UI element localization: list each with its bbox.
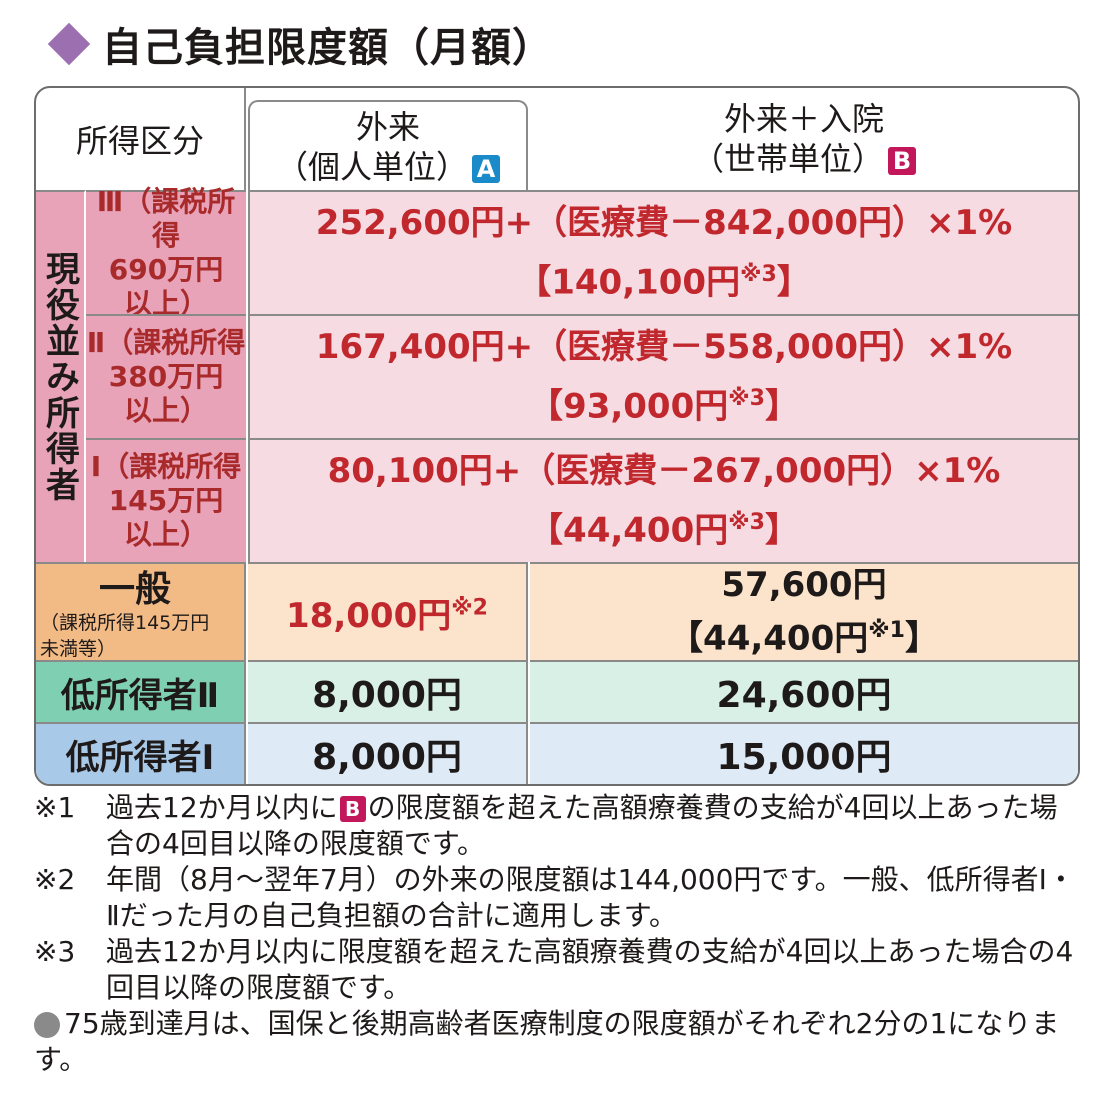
row-1-sub-line2: 145万円: [108, 484, 224, 517]
footnote-2-text: 年間（8月～翌年7月）の外来の限度額は144,000円です。一般、低所得者Ⅰ・Ⅱ…: [106, 863, 1075, 932]
row-2-note-mark: ※3: [728, 386, 765, 412]
row-3-sublabel: Ⅲ（課税所得 690万円 以上）: [86, 185, 246, 320]
ippan-label-cell: 一般 （課税所得145万円 未満等）: [36, 562, 246, 660]
page-title-text: 自己負担限度額（月額）: [102, 25, 553, 71]
diamond-bullet-icon: [47, 22, 91, 66]
badge-b-icon: B: [888, 147, 916, 175]
footnote-1-pre: 過去12か月以内に: [106, 791, 338, 824]
footnote-3-mark: ※3: [34, 935, 76, 968]
row-2-formula: 167,400円+（医療費－558,000円）×1%: [315, 327, 1013, 368]
bullet-dot-icon: [34, 1012, 60, 1038]
header-b-line2-wrap: （世帯単位） B: [692, 139, 916, 179]
row-2-bracket: 【93,000円※3】: [529, 373, 799, 432]
row-2-bracket-end: 】: [764, 386, 799, 427]
row-3-sub-line2: 690万円: [108, 253, 224, 286]
ippan-a-value: 18,000円: [286, 595, 452, 636]
row-3-value: 252,600円+（医療費－842,000円）×1% 【140,100円※3】: [248, 190, 1078, 314]
header-outpatient-individual: 外来 （個人単位） A: [248, 100, 528, 192]
row-3-bracket: 【140,100円※3】: [517, 249, 811, 308]
row-2-sublabel: Ⅱ（課税所得 380万円 以上）: [86, 314, 246, 438]
ippan-label: 一般: [98, 569, 171, 610]
row-1-bracket-end: 】: [764, 510, 799, 551]
header-a-line1: 外来: [355, 108, 420, 146]
footnote-3-text: 過去12か月以内に限度額を超えた高額療養費の支給が4回以上あった場合の4回目以降…: [106, 935, 1074, 1004]
row-2-sub-line2: 380万円: [108, 360, 224, 393]
row-1-note-mark: ※3: [728, 510, 765, 536]
badge-a-icon: A: [472, 155, 500, 183]
low-income-2-label: 低所得者Ⅱ: [36, 660, 246, 722]
row-3-bracket-value: 【140,100円: [517, 262, 741, 303]
low-income-1-household: 15,000円: [530, 722, 1078, 784]
row-2-bracket-value: 【93,000円: [529, 386, 729, 427]
row-1-sublabel: Ⅰ（課税所得 145万円 以上）: [86, 438, 246, 562]
copay-limit-table: 所得区分 外来 （個人単位） A 外来＋入院 （世帯単位） B 現役並み所得者 Ⅲ（…: [34, 86, 1080, 786]
row-3-sub-line1: Ⅲ（課税所得: [96, 185, 236, 252]
bullet-note: 75歳到達月は、国保と後期高齢者医療制度の限度額がそれぞれ2分の1になります。: [34, 1006, 1080, 1078]
ippan-b-bracket-value: 【44,400円: [669, 618, 869, 659]
row-1-formula: 80,100円+（医療費－267,000円）×1%: [327, 451, 1001, 492]
header-a-line2-wrap: （個人単位） A: [276, 147, 500, 187]
row-2-sub-line3: 以上）: [123, 394, 208, 427]
low-income-2-household: 24,600円: [530, 660, 1078, 722]
footnote-2: ※2 年間（8月～翌年7月）の外来の限度額は144,000円です。一般、低所得者…: [34, 862, 1080, 934]
ippan-b-bracket: 【44,400円※1】: [669, 608, 939, 661]
ippan-a-note: ※2: [451, 595, 488, 621]
ippan-b-bracket-end: 】: [904, 618, 939, 659]
ippan-a-wrap: 18,000円※2: [286, 588, 488, 637]
ippan-outpatient-value: 18,000円※2: [248, 562, 528, 660]
low-income-1-label: 低所得者Ⅰ: [36, 722, 246, 784]
footnote-1-post: の限度額を超えた高額療養費の支給が4回以上あった場合の4回目以降の限度額です。: [106, 791, 1058, 860]
ippan-household-value: 57,600円 【44,400円※1】: [530, 562, 1078, 660]
header-income-class: 所得区分: [36, 88, 246, 190]
genyaku-label: 現役並み所得者: [36, 190, 86, 562]
row-1-bracket-value: 【44,400円: [529, 510, 729, 551]
row-3-formula: 252,600円+（医療費－842,000円）×1%: [315, 203, 1013, 244]
row-3-bracket-end: 】: [776, 262, 811, 303]
footnote-2-mark: ※2: [34, 863, 76, 896]
header-outpatient-inpatient-household: 外来＋入院 （世帯単位） B: [530, 88, 1078, 190]
bullet-note-body: 75歳到達月は、国保と後期高齢者医療制度の限度額がそれぞれ2分の1になります。: [34, 1007, 1060, 1076]
bullet-note-text: 75歳到達月は、国保と後期高齢者医療制度の限度額がそれぞれ2分の1になります。: [34, 1006, 1080, 1078]
low-income-1-outpatient: 8,000円: [248, 722, 528, 784]
row-2-sub-line1: Ⅱ（課税所得: [86, 326, 246, 359]
row-1-value: 80,100円+（医療費－267,000円）×1% 【44,400円※3】: [248, 438, 1078, 562]
ippan-b-value: 57,600円: [721, 565, 887, 606]
row-1-sub-line1: Ⅰ（課税所得: [90, 450, 242, 483]
footnote-1-text: 過去12か月以内に B の限度額を超えた高額療養費の支給が4回以上あった場合の4回目…: [106, 790, 1080, 862]
ippan-b-note: ※1: [868, 618, 905, 644]
badge-b-icon-inline: B: [339, 796, 366, 822]
ippan-sublabel-2: 未満等）: [40, 638, 117, 660]
footnote-1: ※1 過去12か月以内に B の限度額を超えた高額療養費の支給が4回以上あった場合の…: [34, 790, 1080, 862]
header-a-line2: （個人単位）: [275, 148, 468, 186]
ippan-sublabel-1: （課税所得145万円: [40, 612, 210, 634]
footnote-1-mark: ※1: [34, 791, 76, 824]
row-1-bracket: 【44,400円※3】: [529, 497, 799, 556]
header-b-line2: （世帯単位）: [691, 140, 884, 178]
row-2-value: 167,400円+（医療費－558,000円）×1% 【93,000円※3】: [248, 314, 1078, 438]
row-3-note-mark: ※3: [740, 262, 777, 288]
footnotes: ※1 過去12か月以内に B の限度額を超えた高額療養費の支給が4回以上あった場合の…: [34, 790, 1080, 1078]
row-1-sub-line3: 以上）: [123, 518, 208, 551]
footnote-3: ※3 過去12か月以内に限度額を超えた高額療養費の支給が4回以上あった場合の4回…: [34, 934, 1080, 1006]
page-title: 自己負担限度額（月額）: [40, 12, 553, 76]
header-b-line1: 外来＋入院: [723, 100, 884, 138]
low-income-2-outpatient: 8,000円: [248, 660, 528, 722]
